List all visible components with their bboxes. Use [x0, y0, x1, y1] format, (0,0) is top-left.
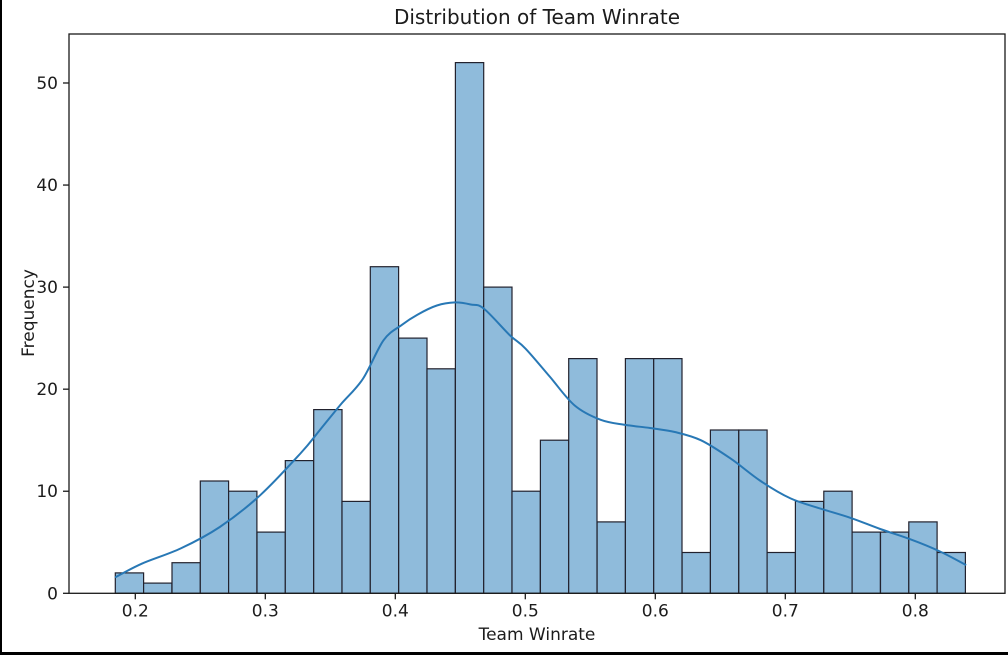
y-tick-label: 0 [47, 584, 58, 604]
x-tick-label: 0.3 [252, 602, 279, 622]
histogram-bar [596, 521, 626, 594]
x-tick-label: 0.5 [512, 602, 539, 622]
histogram-bar [228, 490, 258, 594]
histogram-bar [794, 500, 825, 594]
histogram-bar [398, 337, 428, 594]
y-tick-label: 40 [36, 176, 58, 196]
histogram-bar [143, 582, 173, 594]
histogram-bar [171, 562, 201, 594]
histogram-bar [738, 429, 768, 594]
histogram-bar [851, 531, 881, 594]
histogram-bar [568, 358, 598, 594]
histogram-bar [369, 266, 400, 594]
histogram-bar [624, 358, 655, 594]
histogram-bar [256, 531, 286, 594]
histogram-bar [284, 460, 315, 594]
x-tick-label: 0.8 [902, 602, 929, 622]
histogram-bar [879, 531, 910, 594]
axes-spines [68, 33, 1006, 594]
histogram-bar [511, 490, 541, 594]
x-tick-label: 0.4 [382, 602, 409, 622]
histogram-bar [454, 61, 485, 594]
histogram-bar [539, 439, 570, 594]
x-tick-label: 0.7 [772, 602, 799, 622]
histogram-bar [681, 551, 711, 594]
x-axis-label: Team Winrate [478, 625, 596, 645]
histogram-bar [823, 490, 853, 594]
histogram-bar [653, 358, 683, 594]
histogram-bar [483, 286, 513, 594]
histogram-bar [341, 500, 371, 594]
histogram-bar [313, 409, 343, 594]
y-tick-label: 30 [36, 278, 58, 298]
kde-curve [114, 301, 967, 578]
y-tick-label: 10 [36, 482, 58, 502]
y-tick-label: 50 [36, 74, 58, 94]
x-tick-label: 0.6 [642, 602, 669, 622]
histogram-bar [908, 521, 938, 594]
histogram-bar [766, 551, 796, 594]
chart-title: Distribution of Team Winrate [393, 5, 681, 29]
y-axis-label: Frequency [19, 269, 39, 357]
x-tick-label: 0.2 [122, 602, 149, 622]
y-tick-label: 20 [36, 380, 58, 400]
window-frame-bottom [0, 652, 1008, 655]
histogram-bar [936, 551, 966, 594]
histogram-bar [426, 368, 456, 594]
window-frame-left [0, 0, 2, 655]
